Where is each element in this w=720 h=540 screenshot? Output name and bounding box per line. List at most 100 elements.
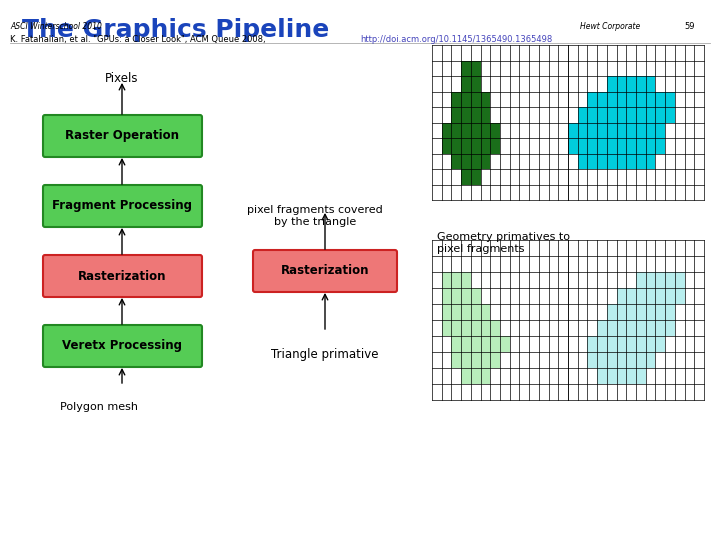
Bar [616,76,626,91]
Bar [626,91,636,107]
Bar [646,320,655,336]
Bar [646,107,655,123]
Bar [471,169,480,185]
Bar [646,352,655,368]
Text: Polygon mesh: Polygon mesh [60,402,138,412]
Bar [597,352,607,368]
Bar [588,123,597,138]
Bar [471,304,480,320]
Bar [568,123,577,138]
Bar [451,91,461,107]
Bar [451,107,461,123]
Bar [616,91,626,107]
Bar [451,138,461,153]
Bar [588,352,597,368]
Bar [577,123,588,138]
Bar [490,352,500,368]
Bar [480,91,490,107]
Bar [480,304,490,320]
Bar [441,272,451,288]
Bar [451,352,461,368]
Bar [616,288,626,304]
Bar [607,153,616,169]
FancyBboxPatch shape [253,250,397,292]
Bar [597,320,607,336]
Bar [616,352,626,368]
Bar [461,304,471,320]
Bar [480,336,490,352]
Text: 59: 59 [685,22,695,31]
Bar [451,272,461,288]
Bar [588,91,597,107]
Bar [471,336,480,352]
Bar [568,138,577,153]
Bar [577,138,588,153]
Bar [607,352,616,368]
Bar [451,123,461,138]
Bar [480,320,490,336]
Bar [480,352,490,368]
Bar [471,107,480,123]
FancyBboxPatch shape [43,115,202,157]
Bar [461,123,471,138]
Bar [471,153,480,169]
Bar [607,138,616,153]
Bar [451,304,461,320]
Bar [461,320,471,336]
Bar [471,368,480,384]
Bar [480,107,490,123]
Text: Rasterization: Rasterization [281,265,369,278]
Bar [490,138,500,153]
Bar [626,138,636,153]
Bar [665,272,675,288]
FancyBboxPatch shape [43,185,202,227]
Bar [616,153,626,169]
Bar [461,91,471,107]
Bar [626,304,636,320]
Bar [626,107,636,123]
Bar [480,153,490,169]
Bar [451,336,461,352]
Bar [597,368,607,384]
Bar [616,304,626,320]
Bar [665,320,675,336]
Bar [588,336,597,352]
Bar [607,336,616,352]
Bar [607,320,616,336]
Bar [597,336,607,352]
Bar [597,123,607,138]
Bar [626,288,636,304]
Bar [646,304,655,320]
Bar [451,288,461,304]
Bar [588,138,597,153]
Bar [480,368,490,384]
Bar [636,153,646,169]
Bar [441,304,451,320]
Text: Rasterization: Rasterization [78,269,166,282]
Text: Triangle primative: Triangle primative [271,348,379,361]
Bar [636,123,646,138]
Bar [480,138,490,153]
Text: K. Fatahalian, et al. "GPUs: a Closer Look", ACM Queue 2008,: K. Fatahalian, et al. "GPUs: a Closer Lo… [10,35,269,44]
Bar [461,272,471,288]
Bar [655,304,665,320]
Bar [646,123,655,138]
Bar [461,107,471,123]
Bar [471,76,480,91]
Bar [480,123,490,138]
Bar [607,368,616,384]
Text: The Graphics Pipeline: The Graphics Pipeline [22,18,329,42]
Bar [636,138,646,153]
Bar [626,153,636,169]
Bar [597,138,607,153]
Bar [665,304,675,320]
Bar [646,272,655,288]
Bar [616,336,626,352]
Bar [675,288,685,304]
FancyBboxPatch shape [43,255,202,297]
Bar [626,76,636,91]
Bar [471,91,480,107]
Bar [471,288,480,304]
Bar [607,304,616,320]
Bar [441,320,451,336]
